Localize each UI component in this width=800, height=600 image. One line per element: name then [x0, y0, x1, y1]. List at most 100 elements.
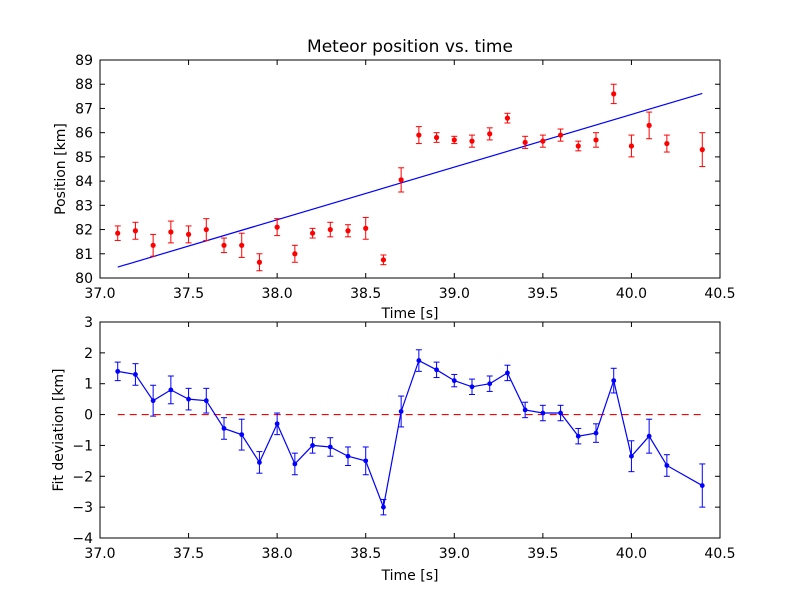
- deviation-data-point: [575, 433, 581, 439]
- deviation-y-tick-label: 1: [84, 377, 93, 393]
- deviation-data-point: [646, 433, 652, 439]
- deviation-data-point: [558, 410, 563, 416]
- deviation-x-tick-label: 38.5: [350, 546, 381, 562]
- deviation-data-point: [611, 378, 617, 384]
- position-data-point: [451, 137, 457, 143]
- deviation-data-point: [699, 483, 705, 488]
- deviation-data-point: [398, 409, 404, 414]
- position-y-tick-label: 86: [75, 126, 93, 142]
- position-data-point: [664, 140, 670, 147]
- deviation-data-point: [540, 410, 546, 416]
- position-y-tick-label: 83: [75, 198, 93, 214]
- deviation-x-tick-label: 40.5: [704, 546, 735, 562]
- position-data-point: [646, 122, 652, 128]
- position-axes-frame: [99, 59, 721, 279]
- position-data-point: [416, 132, 422, 138]
- position-data-point: [239, 242, 245, 248]
- deviation-data-point: [469, 384, 475, 390]
- position-data-point: [292, 251, 298, 257]
- position-x-tick-label: 38.5: [350, 286, 381, 302]
- position-plot-area: [114, 83, 706, 272]
- position-y-axis-label: Position [km]: [53, 123, 69, 215]
- position-y-tick-label: 88: [75, 77, 93, 93]
- position-data-point: [575, 143, 581, 149]
- deviation-y-tick-label: 3: [84, 315, 93, 331]
- deviation-data-point: [381, 504, 386, 510]
- position-x-tick-label: 39.5: [527, 286, 558, 302]
- deviation-data-point: [327, 444, 333, 450]
- position-data-point: [345, 228, 351, 234]
- position-y-tick-label: 89: [75, 53, 93, 69]
- deviation-data-point: [522, 407, 528, 413]
- deviation-x-tick-label: 39.5: [527, 546, 558, 562]
- deviation-data-point: [133, 372, 138, 377]
- position-data-point: [433, 134, 440, 141]
- position-data-point: [593, 137, 599, 143]
- position-data-point: [540, 138, 546, 144]
- deviation-data-point: [310, 443, 315, 448]
- chart-title: Meteor position vs. time: [307, 37, 513, 57]
- deviation-data-point: [434, 367, 439, 373]
- deviation-data-point: [239, 432, 245, 438]
- deviation-data-point: [593, 430, 599, 436]
- deviation-y-tick-label: −3: [72, 500, 93, 516]
- position-data-point: [363, 225, 369, 231]
- deviation-data-point: [363, 458, 369, 464]
- deviation-data-point: [451, 378, 457, 384]
- deviation-data-point: [487, 381, 493, 387]
- deviation-x-tick-label: 37.0: [84, 546, 115, 562]
- deviation-y-tick-label: 2: [84, 346, 93, 362]
- deviation-data-point: [221, 426, 227, 431]
- position-data-point: [185, 231, 192, 237]
- deviation-data-point: [150, 398, 156, 404]
- position-data-point: [168, 229, 174, 235]
- deviation-data-point: [292, 461, 298, 467]
- position-data-point: [132, 228, 139, 234]
- position-data-point: [380, 257, 387, 263]
- position-y-tick-label: 80: [75, 271, 93, 287]
- deviation-data-point: [274, 421, 280, 427]
- deviation-x-tick-label: 39.0: [439, 546, 470, 562]
- position-data-point: [628, 143, 635, 149]
- fit-line: [117, 92, 703, 268]
- position-data-point: [611, 91, 617, 97]
- deviation-x-tick-label: 38.0: [262, 546, 293, 562]
- position-ticks: 37.0 37.5 38.0 38.5 39.0 39.5 40.0 40.5 80 81 82 83…: [75, 53, 735, 302]
- position-data-point: [256, 259, 263, 265]
- deviation-data-point: [186, 396, 191, 402]
- deviation-y-tick-label: −4: [72, 531, 93, 547]
- position-y-tick-label: 82: [75, 223, 93, 239]
- position-y-tick-label: 81: [75, 247, 93, 263]
- deviation-ticks: 37.0 37.5 38.0 38.5 39.0 39.5 40.0 40.5 −4 −3 −2 −1…: [72, 315, 735, 562]
- position-data-point: [487, 131, 493, 137]
- position-data-point: [203, 226, 209, 233]
- position-data-point: [557, 132, 564, 138]
- deviation-data-point: [345, 453, 351, 459]
- position-x-tick-label: 40.5: [704, 286, 735, 302]
- deviation-data-point: [168, 387, 174, 393]
- position-x-tick-label: 39.0: [439, 286, 470, 302]
- position-x-tick-label: 37.0: [84, 286, 115, 302]
- deviation-data-point: [203, 398, 209, 404]
- deviation-y-axis-label: Fit deviation [km]: [51, 368, 67, 491]
- position-x-tick-label: 38.0: [262, 286, 293, 302]
- deviation-panel: 37.0 37.5 38.0 38.5 39.0 39.5 40.0 40.5 −4 −3 −2 −1…: [51, 315, 736, 584]
- position-data-point: [274, 224, 280, 230]
- position-data-point: [469, 138, 475, 144]
- deviation-x-tick-label: 37.5: [173, 546, 204, 562]
- deviation-x-axis-label: Time [s]: [381, 568, 439, 584]
- deviation-x-tick-label: 40.0: [616, 546, 647, 562]
- deviation-y-tick-label: −1: [72, 438, 93, 454]
- deviation-y-tick-label: −2: [72, 469, 93, 485]
- position-data-point: [522, 139, 528, 145]
- position-x-tick-label: 40.0: [616, 286, 647, 302]
- position-data-point: [504, 115, 511, 121]
- deviation-y-tick-label: 0: [84, 408, 93, 424]
- position-data-point: [150, 242, 156, 248]
- position-y-tick-label: 85: [75, 150, 93, 166]
- deviation-data-point: [664, 463, 670, 468]
- deviation-data-point: [629, 453, 634, 459]
- position-x-axis-label: Time [s]: [381, 306, 439, 322]
